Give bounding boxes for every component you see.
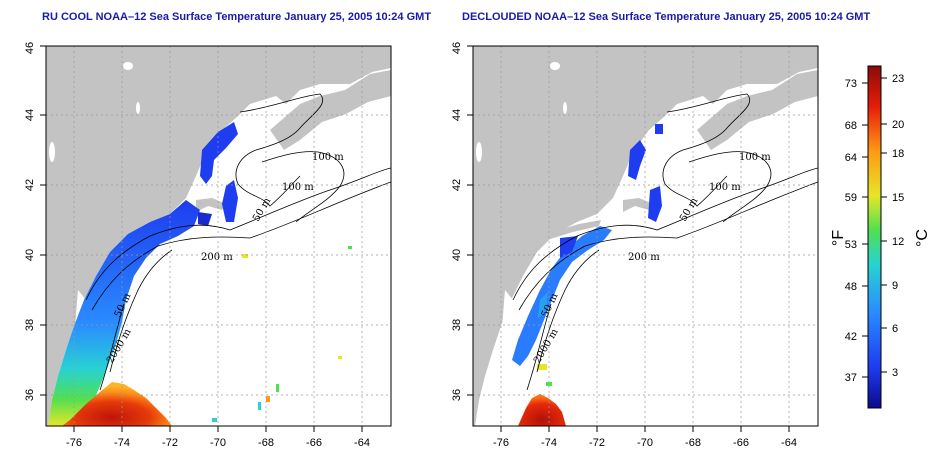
right-y-tick: 42 [451,179,463,191]
fahrenheit-tick: 48 [845,281,857,293]
celsius-tick: 3 [892,367,898,379]
fahrenheit-unit-label: °F [830,230,847,246]
left-sst-gulf-maine [200,122,238,184]
celsius-tick: 20 [892,119,904,131]
left-contour-label: 200 m [201,252,233,263]
right-sst-shelf [512,226,612,366]
colorbar-gradient [867,65,882,409]
right-x-tick: -72 [589,437,605,449]
left-map: 100 m 100 m 50 m 200 m 50 m 2000 m -76 -… [24,42,392,449]
left-grid [46,46,391,426]
left-x-tick: -76 [66,437,82,449]
left-sst-shelf [48,200,200,426]
right-y-tick: 40 [451,249,463,261]
celsius-tick: 23 [892,73,904,85]
right-x-tick: -68 [685,437,701,449]
left-y-tick: 38 [24,319,36,331]
fahrenheit-tick: 37 [845,372,857,384]
left-y-tick: 42 [24,179,36,191]
right-sst-gulf-stream [518,394,566,426]
left-nova-scotia [270,70,391,150]
fahrenheit-tick: 59 [845,192,857,204]
right-sst-gulf-maine [628,140,646,180]
left-x-tick: -72 [162,437,178,449]
right-y-tick: 46 [451,42,463,54]
celsius-tick: 9 [892,280,898,292]
right-map: 100 m 100 m 50 m 200 m 50 m 2000 m -76 -… [451,42,819,449]
celsius-tick: 15 [892,192,904,204]
fahrenheit-tick: 68 [845,120,857,132]
right-contour-label: 200 m [628,252,660,263]
celsius-unit-label: °C [914,229,931,247]
right-nova-scotia [697,70,818,150]
left-land [46,46,391,426]
right-x-tick: -74 [541,437,557,449]
right-long-island [545,220,601,240]
fahrenheit-tick: 53 [845,239,857,251]
left-sst-gulf-stream [62,382,172,426]
right-y-tick: 36 [451,389,463,401]
left-x-tick: -66 [306,437,322,449]
right-land [473,46,818,426]
left-contour-label: 100 m [282,182,314,193]
right-x-tick: -76 [493,437,509,449]
celsius-tick: 6 [892,323,898,335]
left-x-tick: -70 [210,437,226,449]
right-grid [473,46,818,426]
celsius-tick: 18 [892,148,904,160]
right-contour-label: 100 m [709,182,741,193]
right-x-tick: -64 [781,437,797,449]
celsius-tick: 12 [892,236,904,248]
left-map-title: RU COOL NOAA–12 Sea Surface Temperature … [42,11,432,23]
left-x-tick: -64 [354,437,370,449]
right-cape-cod [623,198,653,212]
left-y-tick: 44 [24,109,36,121]
left-y-tick: 40 [24,249,36,261]
right-contour-label: 100 m [739,152,771,163]
left-y-tick: 36 [24,389,36,401]
right-x-tick: -66 [733,437,749,449]
temperature-colorbar: 73 68 64 59 53 48 42 37 23 20 18 15 12 9… [830,65,931,409]
left-contour-label: 100 m [312,152,344,163]
fahrenheit-tick: 42 [845,331,857,343]
left-x-tick: -68 [258,437,274,449]
fahrenheit-tick: 64 [845,152,857,164]
fahrenheit-tick: 73 [845,78,857,90]
left-y-tick: 46 [24,42,36,54]
right-y-tick: 38 [451,319,463,331]
left-x-tick: -74 [114,437,130,449]
right-x-tick: -70 [637,437,653,449]
right-map-title: DECLOUDED NOAA–12 Sea Surface Temperatur… [462,11,871,23]
left-cape-cod [196,198,226,212]
right-y-tick: 44 [451,109,463,121]
